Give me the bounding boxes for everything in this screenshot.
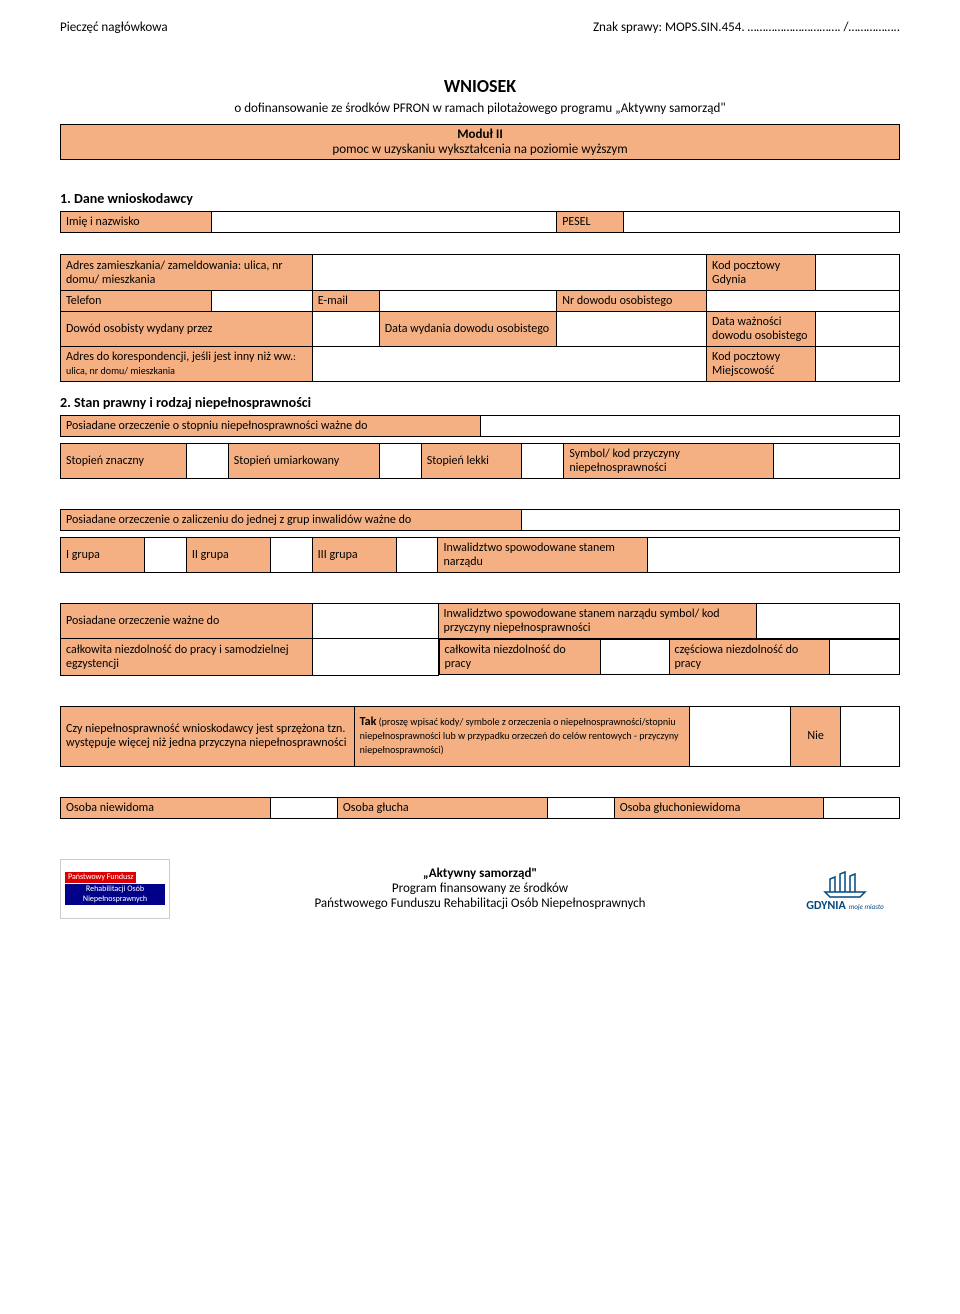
postcode-label: Kod pocztowy Gdynia (707, 255, 816, 291)
gdynia-sub: moje miasto (849, 902, 884, 911)
deafblind-field[interactable] (824, 797, 900, 818)
blind-label: Osoba niewidoma (61, 797, 271, 818)
cert-valid2-table: Posiadane orzeczenie ważne do Inwalidztw… (60, 603, 900, 676)
postcode-field[interactable] (816, 255, 900, 291)
name-field[interactable] (212, 212, 557, 233)
inv-cause-field[interactable] (648, 538, 900, 573)
group2-label: II grupa (186, 538, 270, 573)
yes-text: Tak (360, 715, 377, 729)
pfron-logo-line2: Rehabilitacji Osób Niepełnosprawnych (65, 884, 165, 905)
group3-label: III grupa (312, 538, 396, 573)
doc-subtitle: o dofinansowanie ze środków PFRON w rama… (60, 101, 900, 116)
group-table: I grupa II grupa III grupa Inwalidztwo s… (60, 537, 900, 573)
symbol-label: Symbol/ kod przyczyny niepełnosprawności (564, 444, 774, 479)
document-header: Pieczęć nagłówkowa Znak sprawy: MOPS.SIN… (60, 20, 900, 35)
no-label: Nie (790, 706, 840, 766)
inv-cause2-field[interactable] (757, 604, 900, 639)
id-issue-date-label: Data wydania dowodu osobistego (379, 312, 556, 347)
module-line2: pomoc w uzyskaniu wykształcenia na pozio… (61, 142, 899, 157)
section2-heading: 2. Stan prawny i rodzaj niepełnosprawnoś… (60, 394, 900, 411)
id-issue-date-field[interactable] (557, 312, 707, 347)
pesel-label: PESEL (557, 212, 624, 233)
footer-line2: Państwowego Funduszu Rehabilitacji Osób … (170, 896, 790, 911)
deaf-field[interactable] (547, 797, 614, 818)
pesel-field[interactable] (624, 212, 900, 233)
partial-work-field[interactable] (830, 640, 899, 675)
case-reference: Znak sprawy: MOPS.SIN.454. …………………………. /… (593, 20, 900, 35)
email-label: E-mail (312, 291, 379, 312)
corr-post-label: Kod pocztowy Miejscowość (707, 347, 816, 382)
id-issuer-field[interactable] (312, 312, 379, 347)
total-work-field[interactable] (600, 640, 669, 675)
cert-valid2-field[interactable] (312, 604, 438, 639)
cert-valid-field[interactable] (480, 416, 900, 437)
deafblind-label: Osoba głuchoniewidoma (614, 797, 824, 818)
name-label: Imię i nazwisko (61, 212, 212, 233)
inv-cause-label: Inwalidztwo spowodowane stanem narządu (438, 538, 648, 573)
disability-cert-table: Posiadane orzeczenie o stopniu niepełnos… (60, 415, 900, 437)
inv-cause2-label: Inwalidztwo spowodowane stanem narządu s… (438, 604, 757, 639)
coupled-table: Czy niepełnosprawność wnioskodawcy jest … (60, 706, 900, 767)
total-work-label: całkowita niezdolność do pracy (439, 640, 600, 675)
degree-table: Stopień znaczny Stopień umiarkowany Stop… (60, 443, 900, 479)
section1-heading: 1. Dane wnioskodawcy (60, 190, 900, 207)
footer-title: „Aktywny samorząd" (170, 866, 790, 881)
stamp-label: Pieczęć nagłówkowa (60, 20, 168, 35)
group-valid-field[interactable] (522, 510, 900, 531)
symbol-field[interactable] (774, 444, 900, 479)
deg-significant-label: Stopień znaczny (61, 444, 187, 479)
deg-moderate-field[interactable] (379, 444, 421, 479)
corr-post-field[interactable] (816, 347, 900, 382)
gdynia-logo: GDYNIA moje miasto (790, 859, 900, 919)
group3-field[interactable] (396, 538, 438, 573)
yes-label: Tak (proszę wpisać kody/ symbole z orzec… (354, 706, 690, 766)
applicant-table: Imię i nazwisko PESEL Adres zamieszkania… (60, 211, 900, 382)
sensory-table: Osoba niewidoma Osoba głucha Osoba głuch… (60, 797, 900, 819)
pfron-logo: Państwowy Fundusz Rehabilitacji Osób Nie… (60, 859, 170, 919)
address-field[interactable] (312, 255, 706, 291)
group1-field[interactable] (144, 538, 186, 573)
ship-icon (820, 864, 870, 899)
cert-valid2-label: Posiadane orzeczenie ważne do (61, 604, 313, 639)
idnum-label: Nr dowodu osobistego (557, 291, 707, 312)
deaf-label: Osoba głucha (337, 797, 547, 818)
coupled-label: Czy niepełnosprawność wnioskodawcy jest … (61, 706, 355, 766)
group1-label: I grupa (61, 538, 145, 573)
deg-light-label: Stopień lekki (421, 444, 522, 479)
pfron-logo-line1: Państwowy Fundusz (65, 872, 136, 884)
module-line1: Moduł II (61, 127, 899, 142)
yes-detail: (proszę wpisać kody/ symbole z orzeczeni… (360, 715, 679, 756)
title-block: WNIOSEK o dofinansowanie ze środków PFRO… (60, 75, 900, 116)
idnum-field[interactable] (707, 291, 900, 312)
doc-title: WNIOSEK (60, 75, 900, 97)
no-field[interactable] (841, 706, 900, 766)
id-expiry-field[interactable] (816, 312, 900, 347)
group2-field[interactable] (270, 538, 312, 573)
yes-field[interactable] (690, 706, 791, 766)
address-label: Adres zamieszkania/ zameldowania: ulica,… (61, 255, 313, 291)
gdynia-text: GDYNIA (806, 899, 846, 913)
footer-line1: Program finansowany ze środków (170, 881, 790, 896)
total-incap-field[interactable] (312, 639, 438, 676)
partial-work-label: częściowa niezdolność do pracy (669, 640, 830, 675)
module-bar: Moduł II pomoc w uzyskaniu wykształcenia… (60, 124, 900, 160)
total-incap-label: całkowita niezdolność do pracy i samodzi… (61, 639, 313, 676)
phone-label: Telefon (61, 291, 212, 312)
deg-significant-field[interactable] (186, 444, 228, 479)
cert-valid-label: Posiadane orzeczenie o stopniu niepełnos… (61, 416, 481, 437)
group-cert-table: Posiadane orzeczenie o zaliczeniu do jed… (60, 509, 900, 531)
group-valid-label: Posiadane orzeczenie o zaliczeniu do jed… (61, 510, 522, 531)
phone-field[interactable] (212, 291, 313, 312)
id-issuer-label: Dowód osobisty wydany przez (61, 312, 313, 347)
deg-light-field[interactable] (522, 444, 564, 479)
corr-addr-label: Adres do korespondencji, jeśli jest inny… (61, 347, 313, 382)
footer: Państwowy Fundusz Rehabilitacji Osób Nie… (60, 859, 900, 919)
blind-field[interactable] (270, 797, 337, 818)
corr-addr-field[interactable] (312, 347, 706, 382)
corr-addr-main: Adres do korespondencji, jeśli jest inny… (66, 350, 293, 364)
id-expiry-label: Data ważności dowodu osobistego (707, 312, 816, 347)
email-field[interactable] (379, 291, 556, 312)
footer-center: „Aktywny samorząd" Program finansowany z… (170, 866, 790, 911)
deg-moderate-label: Stopień umiarkowany (228, 444, 379, 479)
